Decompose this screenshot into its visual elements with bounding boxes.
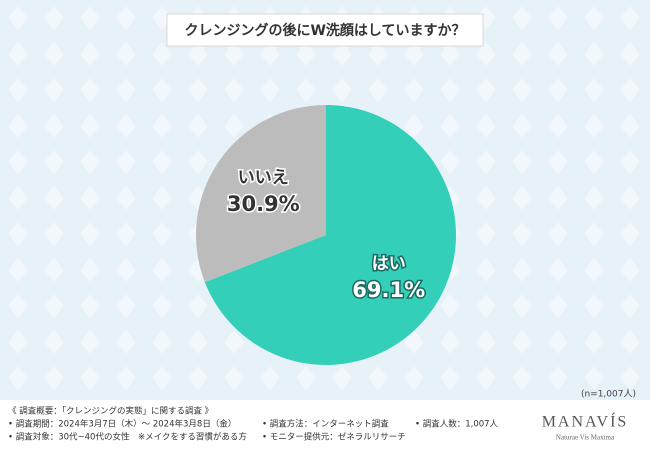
- slice-value-label: 69.1%: [352, 278, 425, 302]
- survey-line: • 調査方法：インターネット調査: [262, 419, 389, 430]
- slice-label: いいえ: [238, 168, 289, 188]
- pie-slice: [204, 105, 456, 365]
- tagline: Naturae Vis Maxima: [556, 434, 615, 442]
- survey-line: 《 調査概要：「クレンジングの実態」に関する調査 》: [8, 406, 213, 417]
- chart-title: クレンジングの後にW洗顔はしていますか？: [184, 22, 465, 39]
- slice-value-label: 30.9%: [227, 192, 300, 216]
- survey-line: • 調査対象：30代~40代の女性 ※メイクをする習慣がある方: [8, 432, 247, 443]
- footer-background: [0, 400, 650, 450]
- survey-line: • モニター提供元：ゼネラルリサーチ: [262, 432, 406, 443]
- pie: はい 69.1% いいえ 30.9%: [195, 105, 456, 365]
- sample-note: (n=1,007人): [581, 389, 636, 400]
- survey-line: • 調査期間：2024年3月7日（木）～ 2024年3月8日（金）: [8, 419, 236, 430]
- logo: MANAVÍS: [542, 412, 629, 431]
- title-box: [166, 13, 484, 47]
- slice-label: はい: [372, 254, 406, 274]
- pie-slice: [195, 105, 326, 283]
- survey-line: • 調査人数：1,007人: [415, 419, 499, 430]
